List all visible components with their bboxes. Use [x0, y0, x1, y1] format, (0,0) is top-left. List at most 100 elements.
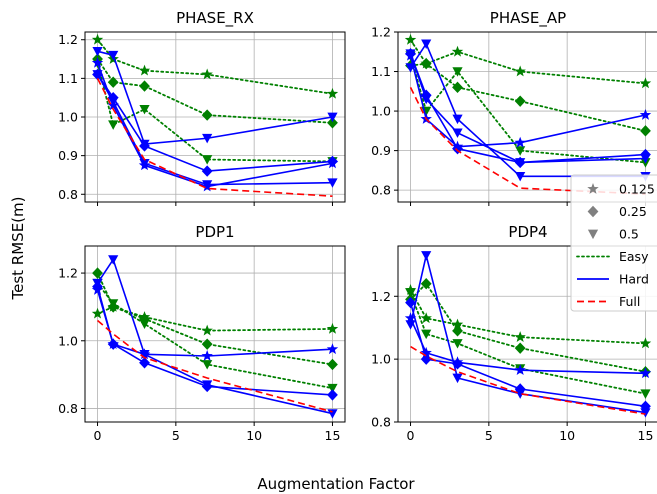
- data-point-triangle-down: [139, 319, 150, 329]
- data-point-triangle-down: [92, 70, 103, 80]
- data-point-star: [514, 65, 526, 77]
- figure-ylabel: Test RMSE(m): [9, 197, 27, 301]
- series-line-easy: [409, 39, 647, 85]
- data-point-triangle-down: [421, 94, 432, 105]
- data-point-triangle-down: [640, 408, 651, 418]
- data-point-triangle-down: [405, 288, 416, 299]
- legend-label: Full: [619, 294, 640, 309]
- data-point-diamond: [107, 76, 119, 88]
- data-point-star: [201, 350, 213, 361]
- data-point-triangle-down: [327, 112, 338, 123]
- series-line-hard: [409, 53, 646, 164]
- legend-label: 0.125: [619, 182, 655, 197]
- data-point-triangle-down: [327, 178, 338, 188]
- data-point-triangle-down: [452, 373, 463, 384]
- series-line-easy: [96, 282, 334, 390]
- data-point-triangle-down: [108, 120, 119, 130]
- data-point-triangle-down: [327, 383, 338, 394]
- data-point-star: [326, 343, 339, 355]
- data-point-triangle-down: [139, 159, 150, 169]
- data-point-star: [201, 324, 213, 336]
- legend: 0.125 0.25 0.5 Easy Hard Full: [570, 174, 657, 312]
- y-tick-label: 0.9: [371, 143, 391, 158]
- data-point-diamond: [420, 353, 432, 365]
- data-point-diamond: [327, 389, 338, 401]
- subplot-title: PHASE_RX: [176, 9, 254, 28]
- data-point-triangle-down: [108, 97, 119, 107]
- data-point-star: [639, 77, 652, 89]
- data-point-diamond: [452, 325, 463, 337]
- data-point-triangle-down: [515, 171, 526, 182]
- y-tick-label: 1.1: [58, 71, 78, 86]
- subplot-0: 0.8 0.9 1.0 1.1 1.2 PHASE_RX: [58, 9, 346, 206]
- data-point-diamond: [327, 155, 338, 168]
- data-point-diamond: [139, 357, 150, 369]
- y-tick-label: 1.2: [58, 32, 78, 47]
- x-tick-label: 0: [94, 428, 102, 443]
- data-point-star: [514, 364, 526, 375]
- x-tick-label: 0: [407, 428, 415, 443]
- series-line-easy: [96, 62, 334, 163]
- data-point-star: [91, 307, 104, 319]
- data-point-star: [451, 318, 464, 330]
- series-line-hard: [409, 302, 646, 408]
- series-line-full: [96, 77, 333, 197]
- series-line-hard: [97, 50, 333, 145]
- data-point-triangle-down: [139, 104, 150, 115]
- data-point-diamond: [640, 125, 651, 137]
- y-tick-label: 1.0: [371, 104, 391, 119]
- plot-area: [91, 255, 339, 419]
- data-point-triangle-down: [452, 67, 463, 77]
- data-point-triangle-down: [421, 39, 432, 49]
- data-point-diamond: [405, 296, 416, 309]
- data-point-triangle-down: [421, 251, 432, 261]
- data-point-triangle-down: [139, 139, 150, 150]
- data-point-diamond: [327, 358, 338, 371]
- data-point-star: [639, 367, 652, 379]
- data-point-triangle-down: [202, 360, 213, 370]
- data-point-star: [639, 109, 652, 120]
- plot-area: [91, 33, 339, 197]
- data-point-diamond: [420, 57, 432, 70]
- data-point-diamond: [201, 338, 213, 350]
- data-point-star: [514, 136, 526, 148]
- legend-marker-star: [587, 183, 599, 194]
- x-tick-label: 15: [325, 428, 341, 443]
- series-line-hard: [96, 62, 333, 188]
- data-point-diamond: [452, 81, 463, 94]
- data-point-star: [91, 56, 104, 68]
- y-tick-label: 0.8: [58, 401, 78, 416]
- subplot-1: 0.8 0.9 1.0 1.1 1.2 PHASE_AP: [371, 9, 657, 206]
- data-point-triangle-down: [327, 409, 338, 419]
- data-point-triangle-down: [515, 146, 526, 156]
- y-tick-label: 0.8: [58, 187, 78, 202]
- legend-label: 0.5: [619, 227, 639, 242]
- y-tick-label: 1.1: [371, 64, 391, 79]
- series-line-easy: [409, 54, 647, 164]
- data-point-triangle-down: [452, 339, 463, 349]
- data-point-star: [91, 33, 104, 45]
- axes-frame: [84, 245, 346, 423]
- data-point-triangle-down: [640, 154, 651, 164]
- series-line-easy: [96, 58, 334, 124]
- data-point-diamond: [327, 117, 338, 129]
- data-point-star: [420, 346, 432, 358]
- data-point-diamond: [107, 338, 119, 350]
- subplot-title: PHASE_AP: [490, 9, 566, 28]
- series-line-hard: [409, 55, 646, 148]
- data-point-star: [514, 331, 526, 342]
- data-point-triangle-down: [405, 49, 416, 59]
- data-point-triangle-down: [202, 133, 213, 144]
- data-point-triangle-down: [202, 380, 213, 390]
- x-tick-label: 10: [559, 428, 575, 443]
- y-tick-label: 1.2: [371, 289, 391, 304]
- subplot-title: PDP1: [195, 223, 234, 241]
- legend-label: 0.25: [619, 204, 647, 219]
- data-point-triangle-down: [405, 63, 416, 73]
- plot-area: [404, 251, 652, 418]
- data-point-star: [138, 64, 151, 76]
- x-tick-label: 5: [485, 428, 493, 443]
- data-point-triangle-down: [108, 50, 119, 61]
- y-tick-label: 1.2: [371, 25, 391, 40]
